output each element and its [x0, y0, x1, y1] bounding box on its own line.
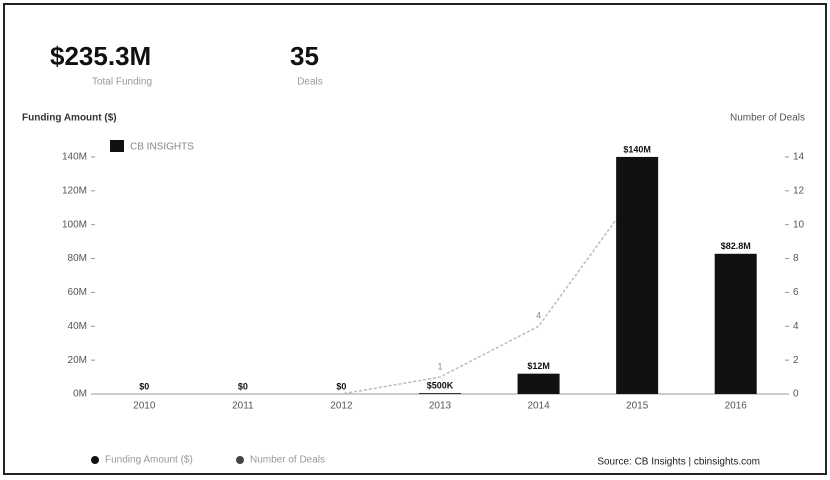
y2-tick-label: 12 [793, 185, 805, 196]
y2-axis-title: Number of Deals [730, 113, 805, 124]
deals-line [144, 190, 638, 395]
frame [3, 3, 827, 475]
data-label: $0 [336, 381, 346, 391]
y2-tick-label: 2 [793, 355, 799, 366]
legend-label: Number of Deals [250, 455, 325, 466]
kpi-value: $235.3M [50, 41, 151, 71]
data-label: $82.8M [721, 241, 751, 251]
x-tick-label: 2011 [232, 401, 254, 412]
x-tick-label: 2012 [330, 401, 353, 412]
line-label: 4 [536, 311, 541, 321]
bar [616, 156, 659, 394]
kpi-value: 35 [290, 41, 319, 71]
x-tick-label: 2014 [527, 401, 550, 412]
x-tick-label: 2015 [626, 401, 649, 412]
y-tick-label: 0M [73, 389, 87, 400]
bar [517, 373, 560, 394]
y-tick-label: 100M [62, 219, 87, 230]
data-label: $0 [238, 381, 248, 391]
x-tick-label: 2010 [133, 401, 156, 412]
logo-mark [110, 140, 124, 152]
source: Source: CB Insights | cbinsights.com [597, 457, 760, 468]
y2-tick-label: 14 [793, 152, 805, 163]
y2-tick-label: 4 [793, 321, 799, 332]
line-label: 1 [437, 361, 442, 371]
kpi-label: Total Funding [92, 77, 152, 88]
y2-tick-label: 0 [793, 389, 799, 400]
data-label: $500K [427, 381, 454, 391]
y2-tick-label: 10 [793, 219, 805, 230]
data-label: $12M [527, 361, 550, 371]
data-label: $0 [139, 381, 149, 391]
data-label: $140M [623, 144, 651, 154]
bar [714, 253, 757, 394]
logo: CB INSIGHTS [130, 142, 194, 153]
x-tick-label: 2013 [429, 401, 452, 412]
y2-tick-label: 6 [793, 287, 799, 298]
bar [419, 393, 461, 394]
x-tick-label: 2016 [725, 401, 748, 412]
y-axis-title: Funding Amount ($) [22, 113, 117, 124]
y-tick-label: 80M [68, 253, 87, 264]
kpi-label: Deals [297, 77, 323, 88]
y-tick-label: 40M [68, 321, 87, 332]
y-tick-label: 120M [62, 185, 87, 196]
y-tick-label: 140M [62, 152, 87, 163]
y-tick-label: 20M [68, 355, 87, 366]
legend-swatch [91, 456, 99, 464]
legend-label: Funding Amount ($) [105, 455, 193, 466]
legend-swatch [236, 456, 244, 464]
y-tick-label: 60M [68, 287, 87, 298]
y2-tick-label: 8 [793, 253, 799, 264]
